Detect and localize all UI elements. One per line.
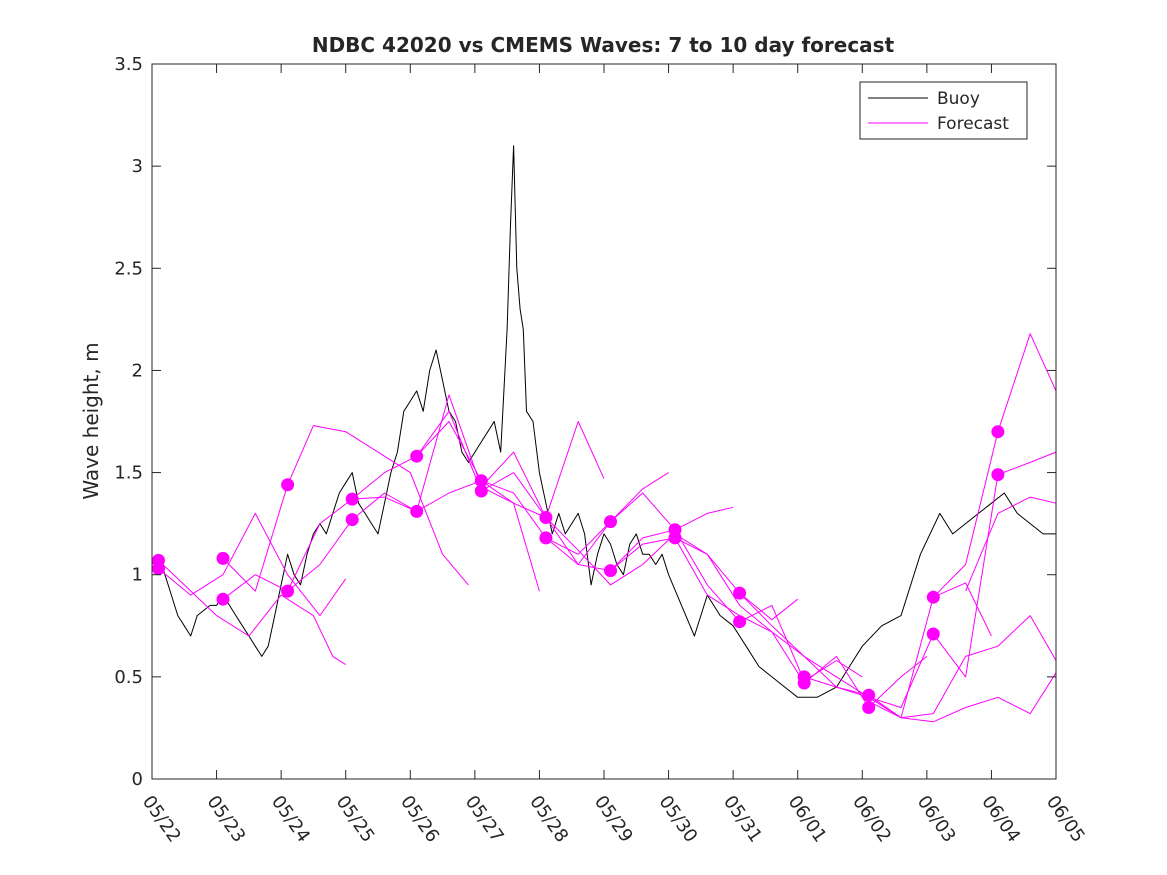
series-buoy-line bbox=[151, 145, 1056, 698]
forecast-marker bbox=[991, 468, 1005, 482]
series-forecast-line-1 bbox=[158, 560, 346, 666]
y-tick-label: 2 bbox=[132, 360, 143, 381]
y-tick-label: 0 bbox=[132, 769, 143, 790]
series-forecast-line-4 bbox=[222, 421, 540, 600]
series-forecast-line-5 bbox=[287, 394, 605, 592]
forecast-marker bbox=[991, 425, 1005, 439]
forecast-marker bbox=[862, 688, 876, 702]
forecast-marker bbox=[152, 562, 165, 576]
forecast-marker bbox=[345, 492, 359, 506]
y-tick-label: 3 bbox=[132, 156, 143, 177]
y-tick-label: 2.5 bbox=[114, 258, 143, 279]
chart-title: NDBC 42020 vs CMEMS Waves: 7 to 10 day f… bbox=[312, 33, 895, 57]
series-forecast-line-3 bbox=[222, 425, 469, 592]
series-forecast-line-2 bbox=[158, 512, 347, 617]
forecast-marker bbox=[216, 592, 230, 606]
plot-markers bbox=[152, 425, 1005, 714]
forecast-marker bbox=[281, 478, 295, 492]
forecast-marker bbox=[926, 627, 940, 641]
series-forecast-line-12 bbox=[739, 451, 1057, 708]
legend-label-forecast: Forecast bbox=[937, 114, 1009, 134]
series-forecast-line-8 bbox=[481, 486, 799, 621]
series-forecast-line-14 bbox=[868, 615, 1057, 719]
forecast-marker bbox=[474, 474, 488, 488]
forecast-marker bbox=[345, 513, 359, 527]
series-forecast-line-16 bbox=[965, 496, 1057, 592]
series-forecast-line-13 bbox=[804, 672, 1057, 723]
forecast-marker bbox=[281, 584, 295, 598]
forecast-marker bbox=[604, 515, 617, 529]
forecast-marker bbox=[862, 701, 876, 714]
series-forecast-line-6 bbox=[352, 472, 669, 555]
forecast-marker bbox=[604, 564, 617, 578]
legend-box bbox=[859, 81, 1028, 140]
y-tick-label: 0.5 bbox=[114, 667, 143, 688]
y-axis: 0 0.5 1 1.5 2 2.5 3 3.5 bbox=[114, 54, 1056, 790]
y-axis-label: Wave height, m bbox=[79, 342, 103, 499]
forecast-marker bbox=[797, 676, 811, 690]
forecast-marker bbox=[474, 484, 488, 498]
forecast-marker bbox=[733, 586, 747, 600]
legend-label-buoy: Buoy bbox=[937, 89, 980, 109]
y-tick-label: 3.5 bbox=[114, 54, 143, 75]
forecast-marker bbox=[733, 615, 747, 629]
legend: Buoy Forecast bbox=[859, 81, 1028, 140]
forecast-marker bbox=[539, 511, 553, 524]
forecast-marker bbox=[926, 590, 940, 604]
forecast-marker bbox=[539, 531, 553, 545]
forecast-marker bbox=[410, 504, 424, 518]
forecast-marker bbox=[668, 531, 682, 545]
forecast-marker bbox=[410, 449, 424, 463]
y-tick-label: 1.5 bbox=[114, 463, 143, 484]
y-tick-label: 1 bbox=[132, 565, 143, 586]
forecast-marker bbox=[216, 551, 230, 565]
plot-series bbox=[151, 145, 1057, 723]
